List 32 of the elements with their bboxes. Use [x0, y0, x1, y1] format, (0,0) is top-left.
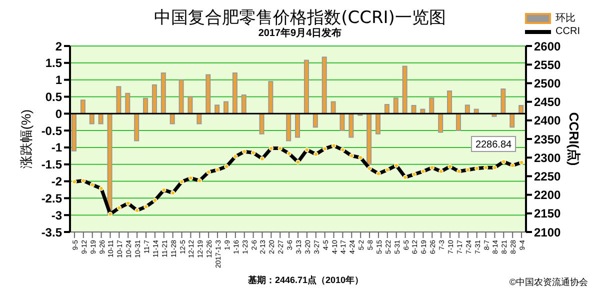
y-tick-label: -3: [51, 208, 62, 222]
text: 环比: [556, 12, 576, 25]
y-tick-label: 2: [55, 39, 62, 54]
text: 基期：2446.71点（2010年）: [248, 274, 364, 287]
y2-tick-label: 2350: [534, 132, 562, 146]
y2-tick-label: 2500: [534, 76, 562, 90]
y-tick-label: -0.5: [41, 124, 62, 138]
y-tick-label: -2: [51, 174, 62, 189]
legend-label: CCRI: [556, 25, 580, 38]
y-tick-label: -3.5: [41, 225, 62, 240]
y-tick-label: -1: [51, 140, 62, 155]
chart-title: 中国复合肥零售价格指数(CCRI)一览图: [154, 8, 446, 28]
y-tick-label: -1.5: [41, 158, 62, 172]
y2-tick-label: 2450: [534, 95, 562, 110]
y-tick-label: -2.5: [41, 191, 62, 206]
y2-tick-label: 2400: [534, 114, 562, 128]
y-tick-label: 1: [55, 73, 62, 88]
y2-tick-label: 2250: [534, 169, 562, 184]
y2-tick-label: 2200: [534, 188, 562, 202]
text: ©中国农资流通协会: [509, 276, 588, 289]
y2-tick-label: 2550: [534, 58, 562, 72]
y-axis-title: 涨跌幅(%): [18, 109, 34, 169]
y-tick-label: 1.5: [45, 56, 62, 70]
y2-tick-label: 2150: [534, 206, 562, 221]
y-tick-label: 0: [55, 106, 62, 121]
y-tick-label: 0.5: [45, 90, 62, 104]
y2-tick-label: 2600: [534, 39, 562, 54]
y2-axis-title: CCRI(点): [566, 112, 582, 166]
chart-subtitle: 2017年9月4日发布: [258, 28, 342, 39]
y2-tick-label: 2300: [534, 150, 562, 165]
y2-tick-label: 2100: [534, 225, 562, 240]
data-label: 2286.84: [475, 139, 512, 150]
